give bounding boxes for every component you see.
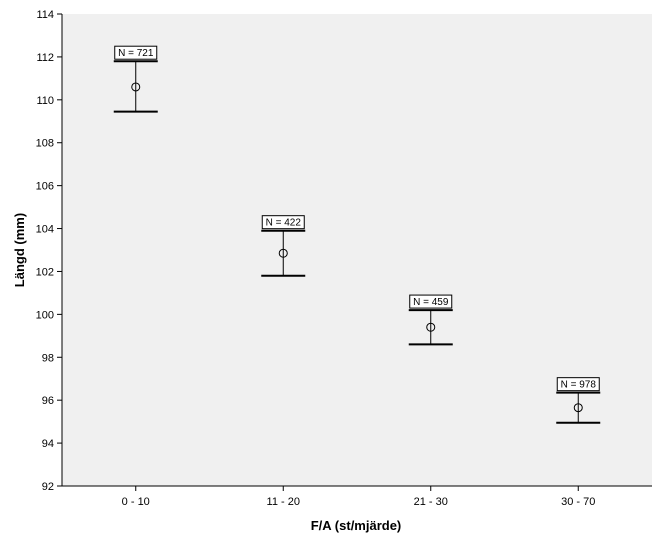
error-bars: N = 721 N = 422 N = 459 N = 978: [113, 45, 601, 424]
y-axis-title: Längd (mm): [12, 213, 27, 287]
y-tick-label: 100: [36, 309, 54, 321]
x-axis-title: F/A (st/mjärde): [311, 518, 402, 533]
mean-marker: [426, 322, 436, 332]
n-label: N = 459: [413, 297, 449, 308]
y-tick-label: 102: [36, 266, 54, 278]
mean-marker: [131, 82, 141, 92]
y-axis-ticks: 92 94 96 98 100 102 104 106 108 110 112 114: [36, 9, 62, 493]
x-tick-label: 0 - 10: [122, 496, 150, 508]
x-tick-label: 30 - 70: [561, 496, 595, 508]
n-label-box: [114, 45, 158, 60]
y-tick-label: 106: [36, 181, 54, 193]
y-tick-label: 112: [36, 52, 54, 64]
y-tick-label: 110: [36, 95, 54, 107]
n-label-box: [261, 215, 305, 230]
y-tick-label: 92: [42, 481, 54, 493]
n-label: N = 422: [266, 218, 302, 229]
y-tick-label: 104: [36, 224, 54, 236]
y-tick-label: 94: [42, 438, 54, 450]
n-label: N = 978: [561, 380, 597, 391]
y-tick-label: 108: [36, 138, 54, 150]
x-tick-label: 11 - 20: [267, 496, 300, 508]
y-tick-label: 98: [42, 352, 54, 364]
mean-marker: [573, 403, 583, 413]
x-tick-label: 21 - 30: [414, 496, 448, 508]
x-axis-ticks: 0 - 10 11 - 20 21 - 30 30 - 70: [122, 486, 595, 508]
y-tick-label: 114: [36, 9, 54, 21]
mean-marker: [278, 248, 288, 258]
n-label-box: [409, 294, 453, 309]
plot-area: [62, 14, 652, 486]
n-label-box: [556, 377, 600, 392]
n-label: N = 721: [118, 48, 154, 59]
y-tick-label: 96: [42, 395, 54, 407]
